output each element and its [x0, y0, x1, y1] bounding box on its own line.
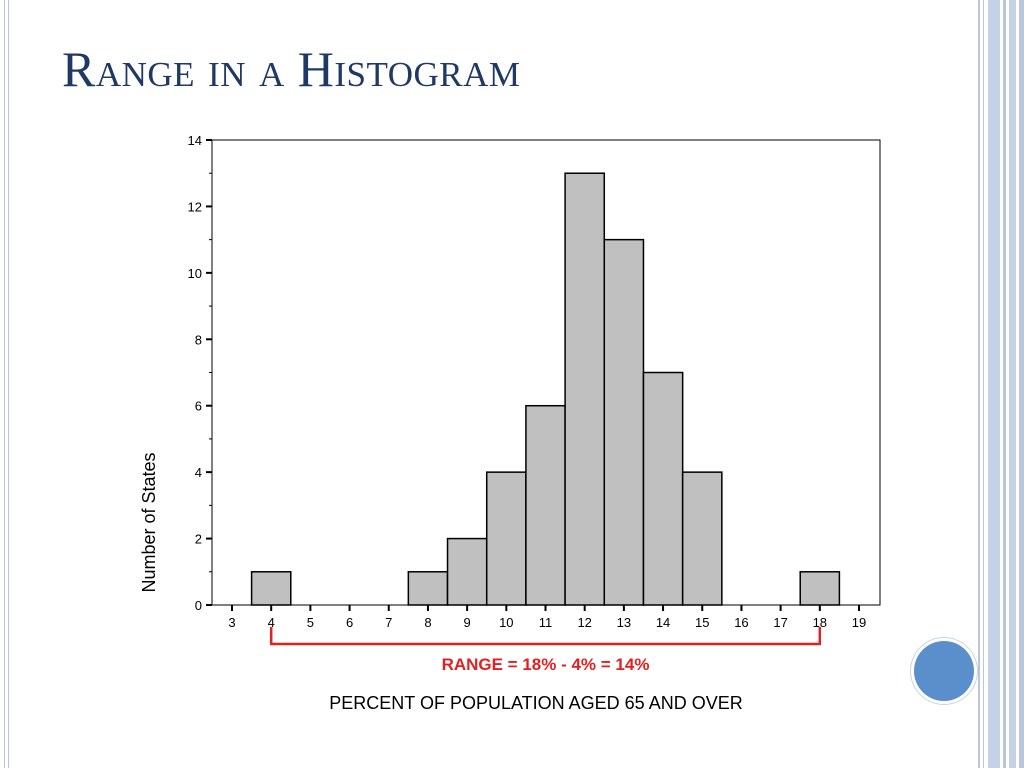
decorative-side-stripes	[976, 0, 1024, 768]
x-tick-label-7: 7	[385, 615, 392, 630]
x-axis-label: PERCENT OF POPULATION AGED 65 AND OVER	[329, 693, 742, 713]
x-tick-label-14: 14	[656, 615, 670, 630]
histogram-bar-8	[407, 571, 449, 606]
x-tick-label-15: 15	[695, 615, 709, 630]
x-tick-label-12: 12	[577, 615, 591, 630]
histogram-bar-11	[525, 404, 566, 606]
histogram-bar-14	[642, 371, 684, 606]
histogram-bar-4	[250, 571, 292, 606]
slide-frame-line-left-inner	[8, 0, 9, 768]
x-tick-label-10: 10	[499, 615, 513, 630]
x-tick-label-8: 8	[424, 615, 431, 630]
range-annotation: RANGE = 18% - 4% = 14%	[442, 655, 650, 674]
y-tick-label-8: 8	[195, 332, 202, 347]
x-tick-label-13: 13	[617, 615, 631, 630]
y-tick-label-6: 6	[195, 399, 202, 414]
y-axis-label: Number of States	[139, 452, 159, 592]
y-tick-label-0: 0	[195, 598, 202, 613]
x-tick-label-17: 17	[773, 615, 787, 630]
histogram-bar-18	[799, 571, 841, 606]
histogram-bar-9	[446, 537, 488, 606]
y-tick-label-2: 2	[195, 532, 202, 547]
y-tick-label-12: 12	[188, 199, 202, 214]
x-tick-label-9: 9	[464, 615, 471, 630]
histogram-bar-12	[564, 172, 606, 606]
x-tick-label-16: 16	[734, 615, 748, 630]
x-tick-label-3: 3	[228, 615, 235, 630]
y-tick-label-10: 10	[188, 266, 202, 281]
histogram-bar-15	[681, 471, 723, 606]
y-tick-label-14: 14	[188, 133, 202, 148]
x-tick-label-6: 6	[346, 615, 353, 630]
slide-title: Range in a Histogram	[62, 41, 521, 97]
slide-frame-line-left	[4, 0, 5, 768]
x-tick-label-18: 18	[813, 615, 827, 630]
x-tick-label-4: 4	[268, 615, 275, 630]
decorative-circle	[914, 641, 974, 701]
range-bracket	[269, 627, 822, 646]
histogram-bar-13	[603, 238, 645, 606]
x-tick-label-19: 19	[852, 615, 866, 630]
y-tick-label-4: 4	[195, 465, 202, 480]
x-tick-label-5: 5	[307, 615, 314, 630]
x-tick-label-11: 11	[539, 615, 553, 630]
histogram-bar-10	[485, 471, 527, 606]
